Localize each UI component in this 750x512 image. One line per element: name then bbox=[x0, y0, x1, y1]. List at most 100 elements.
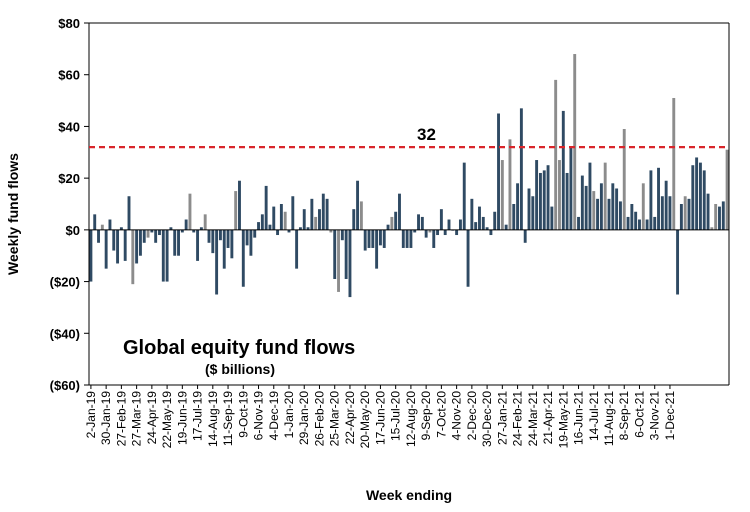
x-tick-label: 29-Jan-20 bbox=[297, 391, 311, 445]
bar-89 bbox=[428, 229, 432, 233]
bar-57 bbox=[306, 227, 310, 230]
bar-113 bbox=[519, 108, 523, 230]
bar-49 bbox=[276, 229, 280, 236]
bar-72 bbox=[363, 229, 367, 251]
bar-134 bbox=[599, 183, 603, 230]
bar-129 bbox=[580, 175, 584, 230]
bar-82 bbox=[401, 229, 405, 248]
y-ticks-group: ($60) ($40) ($20) $0 $20 $40 $60 $80 bbox=[50, 16, 89, 393]
bar-40 bbox=[241, 229, 245, 287]
bar-31 bbox=[207, 229, 211, 243]
bar-152 bbox=[668, 196, 672, 230]
bar-52 bbox=[287, 229, 291, 233]
bar-91 bbox=[436, 229, 440, 236]
x-tick-label: 6-Nov-19 bbox=[252, 391, 266, 441]
bar-131 bbox=[588, 162, 592, 230]
bar-122 bbox=[554, 79, 558, 230]
x-tick-label: 1-Jan-20 bbox=[282, 391, 296, 439]
bar-33 bbox=[215, 229, 219, 295]
bar-54 bbox=[295, 229, 299, 269]
bar-139 bbox=[618, 201, 622, 230]
bar-2 bbox=[97, 229, 100, 243]
bar-112 bbox=[516, 183, 520, 230]
bar-25 bbox=[184, 219, 188, 230]
bar-108 bbox=[500, 160, 504, 230]
bar-75 bbox=[375, 229, 379, 269]
bar-146 bbox=[645, 219, 649, 230]
bar-81 bbox=[398, 193, 401, 230]
bar-18 bbox=[158, 229, 161, 236]
x-tick-label: 21-Apr-21 bbox=[541, 391, 555, 445]
bar-66 bbox=[340, 229, 344, 241]
x-tick-label: 30-Dec-20 bbox=[480, 391, 494, 447]
bar-145 bbox=[641, 183, 645, 230]
y-tick-label: $80 bbox=[58, 16, 80, 31]
x-tick-label: 3-Nov-21 bbox=[648, 391, 662, 441]
bar-83 bbox=[405, 229, 409, 248]
y-tick-label: $0 bbox=[66, 223, 80, 238]
x-tick-label: 27-Mar-19 bbox=[130, 391, 144, 447]
bar-84 bbox=[409, 229, 413, 248]
bar-44 bbox=[257, 222, 260, 230]
bar-74 bbox=[371, 229, 375, 248]
bar-132 bbox=[592, 191, 596, 230]
x-tick-label: 30-Jan-19 bbox=[99, 391, 113, 445]
bar-87 bbox=[420, 216, 424, 230]
bar-1 bbox=[93, 214, 97, 230]
bar-99 bbox=[466, 229, 470, 287]
bar-121 bbox=[550, 206, 554, 230]
bar-159 bbox=[695, 157, 699, 230]
bar-19 bbox=[161, 229, 165, 282]
bar-115 bbox=[527, 188, 531, 230]
bar-29 bbox=[199, 227, 203, 230]
bar-118 bbox=[538, 172, 542, 230]
bar-140 bbox=[622, 129, 626, 230]
bar-12 bbox=[135, 229, 139, 264]
bar-68 bbox=[348, 229, 352, 298]
x-tick-label: 12-Aug-20 bbox=[404, 391, 418, 447]
x-tick-label: 16-Jun-21 bbox=[572, 391, 586, 445]
bar-119 bbox=[542, 170, 546, 230]
x-tick-label: 8-Sep-21 bbox=[617, 391, 631, 441]
bar-93 bbox=[443, 229, 447, 236]
bar-55 bbox=[298, 227, 302, 230]
y-axis-title: Weekly fund flows bbox=[5, 153, 21, 275]
bar-138 bbox=[615, 188, 619, 230]
bar-125 bbox=[565, 172, 569, 230]
bar-15 bbox=[146, 229, 150, 238]
bar-11 bbox=[131, 229, 135, 285]
x-tick-label: 11-Sep-19 bbox=[221, 391, 235, 446]
bar-58 bbox=[310, 198, 314, 230]
bar-117 bbox=[535, 160, 539, 230]
bar-60 bbox=[318, 209, 321, 230]
bar-56 bbox=[302, 209, 306, 230]
bar-154 bbox=[676, 229, 680, 295]
bar-101 bbox=[474, 222, 478, 230]
x-tick-label: 25-Mar-20 bbox=[328, 391, 342, 447]
bar-65 bbox=[337, 229, 340, 292]
bar-102 bbox=[478, 206, 481, 230]
bar-126 bbox=[569, 147, 573, 230]
bar-64 bbox=[333, 229, 337, 279]
bar-148 bbox=[653, 216, 657, 230]
bar-4 bbox=[104, 229, 108, 269]
x-ticks-group: 2-Jan-19 30-Jan-19 27-Feb-19 27-Mar-19 24-Ap… bbox=[84, 385, 677, 448]
bar-167 bbox=[725, 149, 729, 230]
bar-120 bbox=[546, 165, 550, 230]
x-tick-label: 19-May-21 bbox=[556, 391, 570, 449]
bar-97 bbox=[458, 219, 462, 230]
x-tick-label: 1-Dec-21 bbox=[663, 391, 677, 441]
bar-142 bbox=[630, 204, 634, 230]
bar-21 bbox=[169, 227, 173, 230]
bar-166 bbox=[721, 201, 725, 230]
bar-45 bbox=[260, 214, 264, 230]
bar-144 bbox=[638, 219, 641, 230]
bar-141 bbox=[626, 216, 630, 230]
bar-16 bbox=[150, 229, 154, 233]
bar-80 bbox=[394, 211, 398, 230]
y-tick-label: ($60) bbox=[50, 378, 80, 393]
bar-149 bbox=[657, 167, 660, 230]
bar-90 bbox=[432, 229, 436, 248]
bar-14 bbox=[142, 229, 146, 243]
bar-63 bbox=[329, 229, 333, 233]
